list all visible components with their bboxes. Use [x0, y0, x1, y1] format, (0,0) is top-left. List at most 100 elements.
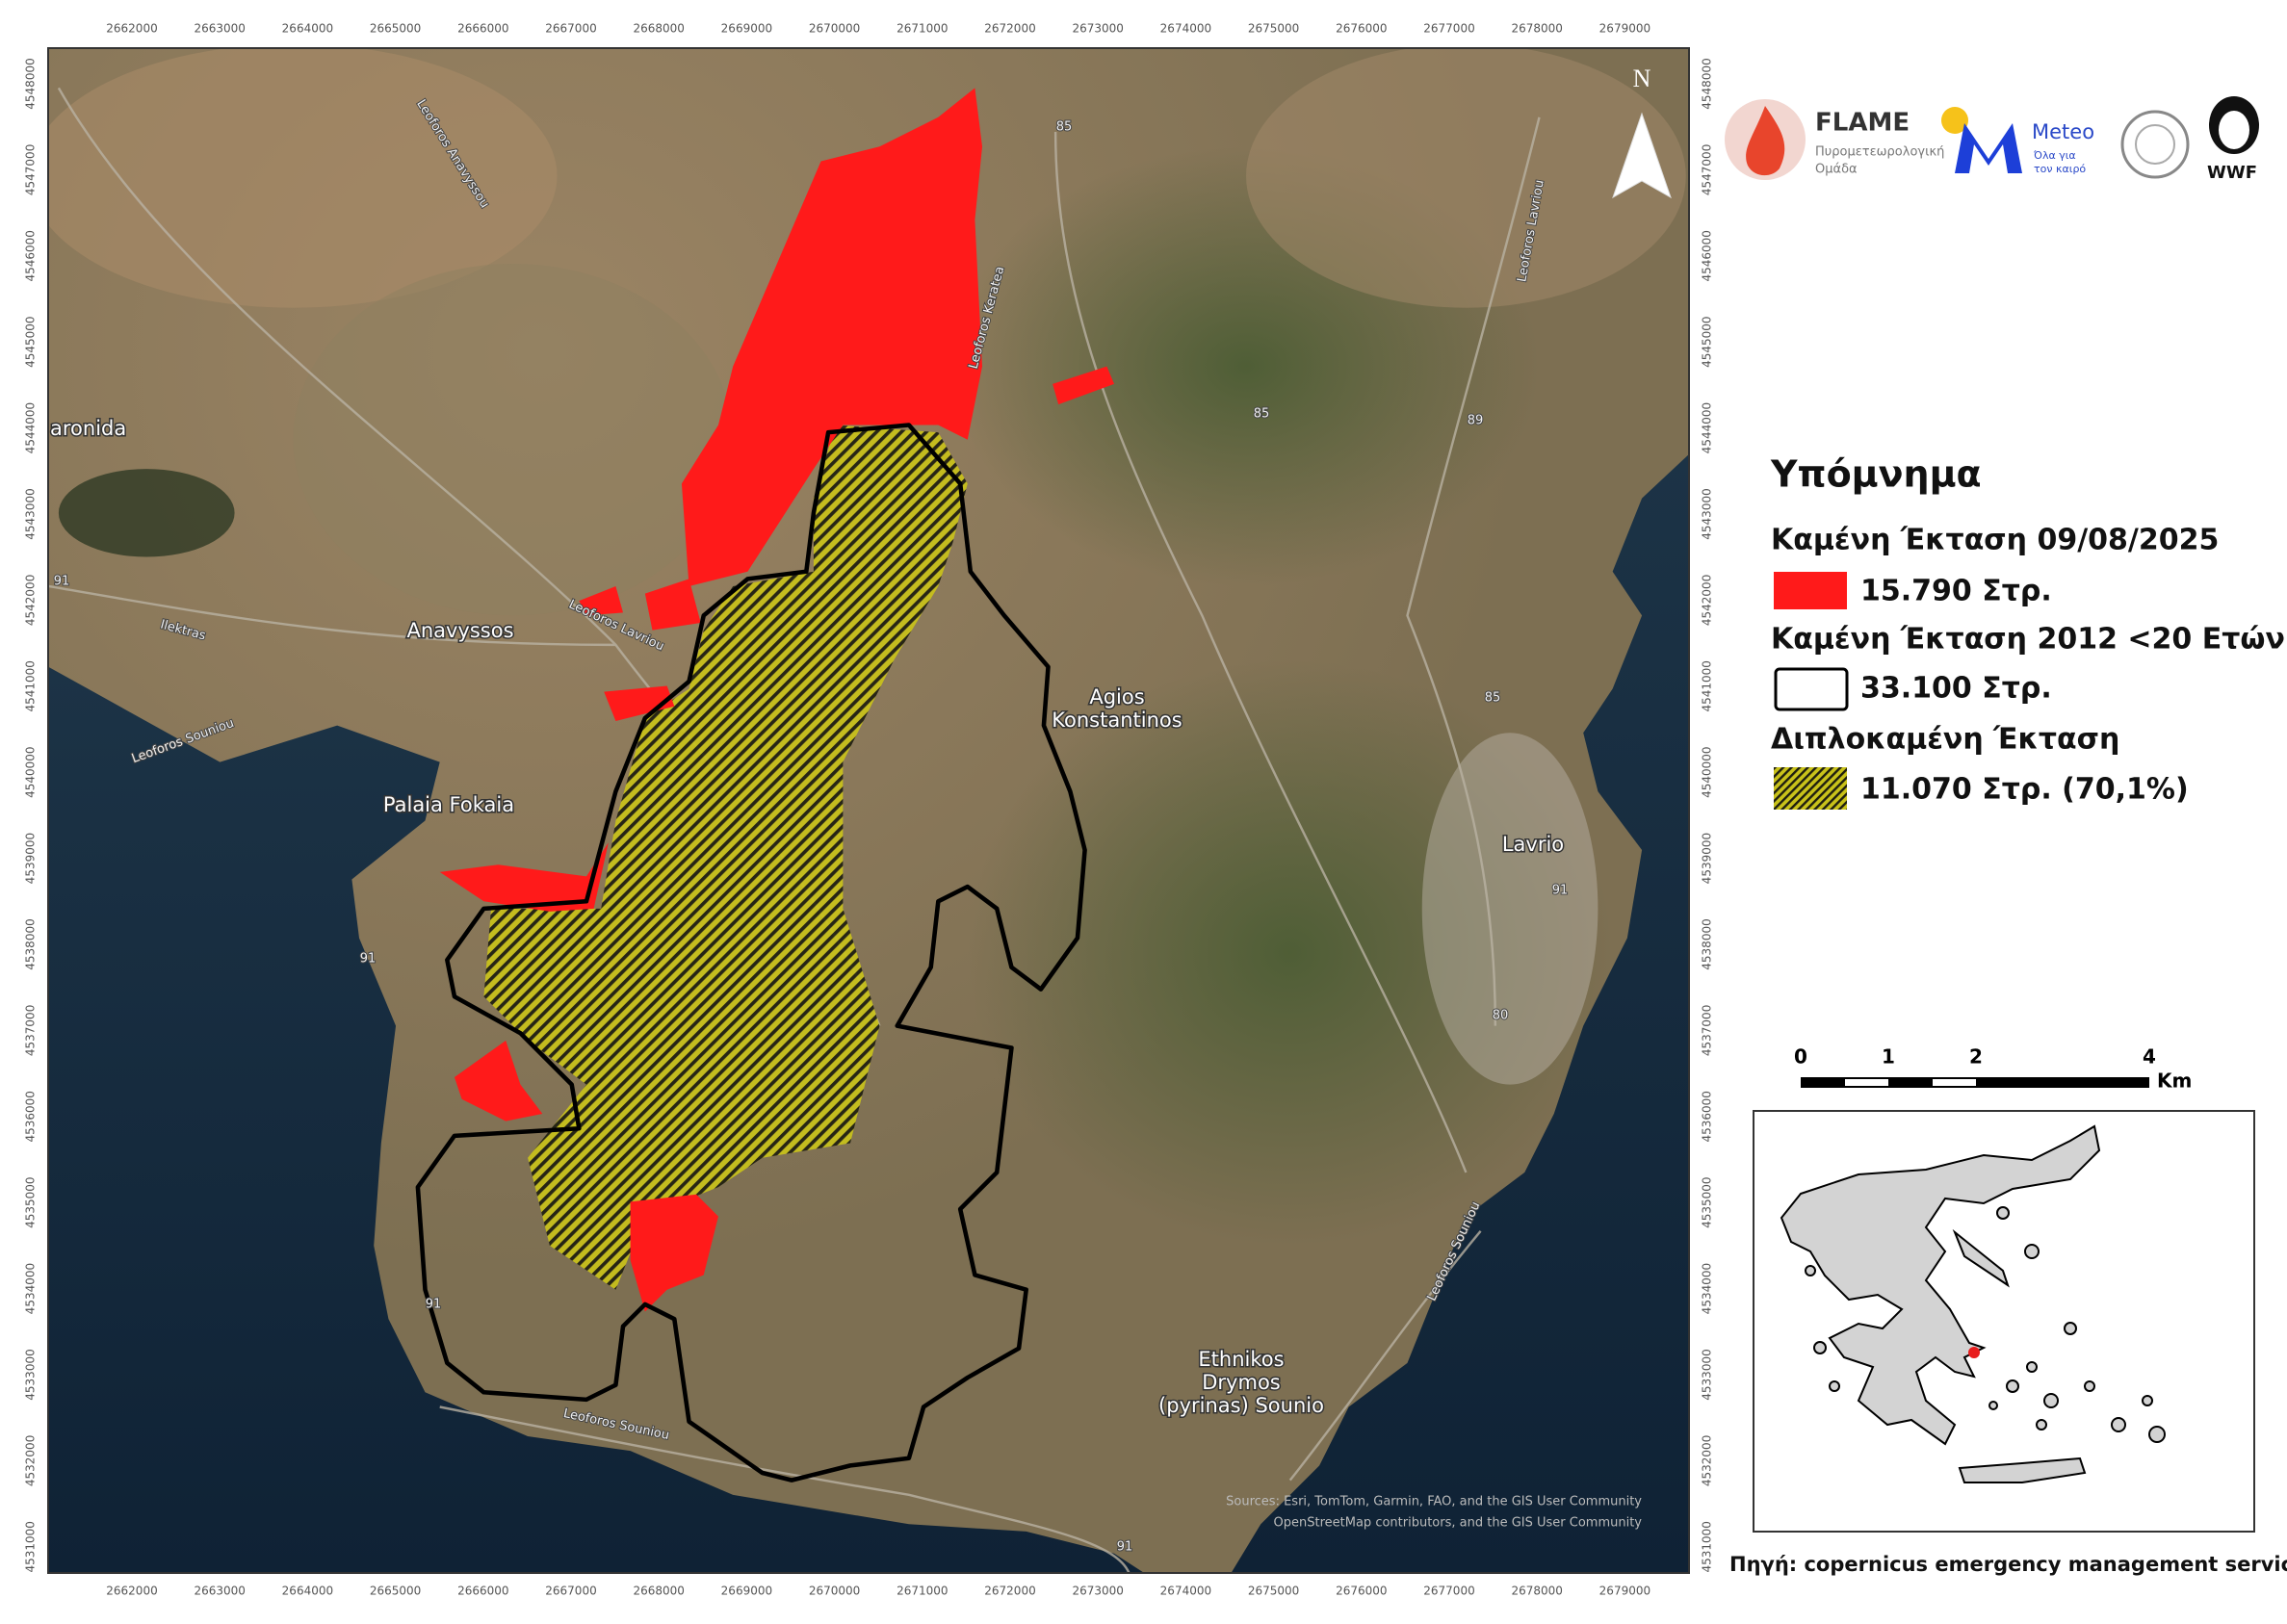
x-coord-label: 2676000	[1336, 22, 1387, 36]
road-label: 85	[1254, 407, 1270, 422]
university-seal-inner	[2135, 124, 2175, 165]
map-area: aronida Anavyssos Palaia Fokaia AgiosKonsta…	[48, 48, 1689, 1573]
logos: FLAME Πυρομετεωρολογική Ομάδα Meteo Όλα …	[1725, 96, 2259, 183]
x-coord-label: 2679000	[1599, 22, 1650, 36]
place-label: (pyrinas) Sounio	[1158, 1394, 1324, 1417]
meteo-logo-text: Meteo	[2032, 120, 2094, 143]
x-coord-label: 2669000	[721, 1585, 772, 1598]
scale-unit: Km	[2157, 1070, 2192, 1093]
meteo-logo-sun	[1941, 107, 1968, 134]
x-coord-label: 2678000	[1511, 22, 1562, 36]
x-coord-label: 2667000	[545, 22, 596, 36]
flame-logo-sub: Ομάδα	[1815, 163, 1858, 177]
x-coord-label: 2669000	[721, 22, 772, 36]
y-coord-label: 4537000	[1701, 1005, 1714, 1056]
y-coord-label: 4545000	[1701, 316, 1714, 367]
flame-logo-sub: Πυρομετεωρολογική	[1815, 145, 1944, 160]
x-coord-label: 2667000	[545, 1585, 596, 1598]
burned-area-2025	[439, 88, 1115, 1312]
x-coord-label: 2677000	[1423, 1585, 1474, 1598]
road-label: 91	[54, 575, 70, 589]
place-label: Anavyssos	[406, 619, 513, 642]
legend-swatch-burned-2025	[1774, 572, 1847, 609]
source-text: Πηγή: copernicus emergency management se…	[1729, 1553, 2287, 1576]
y-coord-label: 4546000	[1701, 230, 1714, 281]
y-coord-label: 4532000	[24, 1435, 38, 1486]
evia	[1952, 1228, 2010, 1288]
legend-label: Διπλοκαμένη Έκταση	[1771, 723, 2119, 757]
double-burned-area	[483, 425, 968, 1290]
x-coord-label: 2668000	[633, 22, 684, 36]
x-coord-label: 2675000	[1248, 1585, 1299, 1598]
crete	[1958, 1456, 2087, 1483]
x-coord-label: 2670000	[809, 1585, 860, 1598]
road-label: 80	[1493, 1009, 1509, 1023]
meteo-logo-sub: τον καιρό	[2034, 163, 2086, 175]
flame-logo-fire	[1746, 106, 1785, 176]
legend-value: 33.100 Στρ.	[1860, 672, 2052, 706]
terrain	[48, 48, 1689, 1573]
x-coord-label: 2673000	[1072, 1585, 1123, 1598]
burned-area-2012-outline	[415, 423, 1087, 1482]
north-label: N	[1633, 64, 1651, 92]
y-coord-label: 4548000	[24, 58, 38, 109]
scale-label: 1	[1882, 1045, 1895, 1069]
y-coord-label: 4537000	[24, 1005, 38, 1056]
scale-bar-segment	[1933, 1079, 1976, 1086]
y-coord-label: 4534000	[1701, 1263, 1714, 1314]
x-coord-label: 2663000	[194, 22, 245, 36]
road-label: 89	[1468, 414, 1484, 428]
y-coord-label: 4542000	[1701, 575, 1714, 626]
y-coord-label: 4544000	[24, 402, 38, 453]
scale-label: 4	[2143, 1045, 2156, 1069]
university-seal	[2120, 110, 2190, 179]
x-coord-label: 2666000	[457, 22, 508, 36]
legend-value: 15.790 Στρ.	[1860, 575, 2052, 608]
legend-label: Καμένη Έκταση 2012 <20 Ετών	[1771, 623, 2285, 657]
y-coord-label: 4533000	[24, 1349, 38, 1400]
y-coord-label: 4539000	[24, 833, 38, 884]
x-coord-label: 2663000	[194, 1585, 245, 1598]
legend-title: Υπόμνημα	[1770, 453, 1982, 496]
road-label: 85	[1485, 691, 1501, 706]
legend-label: Καμένη Έκταση 09/08/2025	[1771, 524, 2219, 557]
greece-mainland	[1780, 1124, 2101, 1446]
y-coord-label: 4547000	[24, 144, 38, 195]
y-coord-label: 4531000	[24, 1521, 38, 1572]
y-coord-label: 4536000	[24, 1091, 38, 1142]
y-coord-label: 4544000	[1701, 402, 1714, 453]
legend-swatch-double	[1774, 767, 1847, 810]
place-label: Lavrio	[1502, 833, 1564, 856]
x-coord-label: 2665000	[370, 1585, 421, 1598]
x-coord-label: 2664000	[282, 1585, 333, 1598]
road-label: 91	[360, 952, 377, 967]
x-coord-label: 2665000	[370, 22, 421, 36]
y-coord-label: 4548000	[1701, 58, 1714, 109]
y-coord-label: 4543000	[1701, 488, 1714, 539]
x-coord-label: 2673000	[1072, 22, 1123, 36]
islands	[1805, 1206, 2166, 1443]
flame-logo-text: FLAME	[1815, 109, 1910, 138]
road-label: 91	[1552, 884, 1569, 898]
x-coord-label: 2677000	[1423, 22, 1474, 36]
place-label: Ethnikos	[1198, 1348, 1284, 1371]
meteo-logo-m	[1955, 123, 2022, 173]
attribution: Sources: Esri, TomTom, Garmin, FAO, and …	[1226, 1495, 1642, 1509]
scale-label: 2	[1969, 1045, 1983, 1069]
road-label: 91	[1117, 1540, 1133, 1555]
x-coord-label: 2662000	[106, 22, 157, 36]
x-coord-label: 2666000	[457, 1585, 508, 1598]
x-coord-label: 2668000	[633, 1585, 684, 1598]
wwf-logo-text: WWF	[2207, 163, 2257, 183]
y-coord-label: 4542000	[24, 575, 38, 626]
y-coord-label: 4541000	[24, 660, 38, 711]
x-coord-label: 2674000	[1160, 22, 1211, 36]
place-label: Palaia Fokaia	[383, 793, 514, 816]
y-coord-label: 4541000	[1701, 660, 1714, 711]
inset-map	[1753, 1110, 2255, 1533]
x-coord-label: 2670000	[809, 22, 860, 36]
y-coord-label: 4535000	[1701, 1176, 1714, 1227]
y-coord-label: 4545000	[24, 316, 38, 367]
y-coord-label: 4534000	[24, 1263, 38, 1314]
